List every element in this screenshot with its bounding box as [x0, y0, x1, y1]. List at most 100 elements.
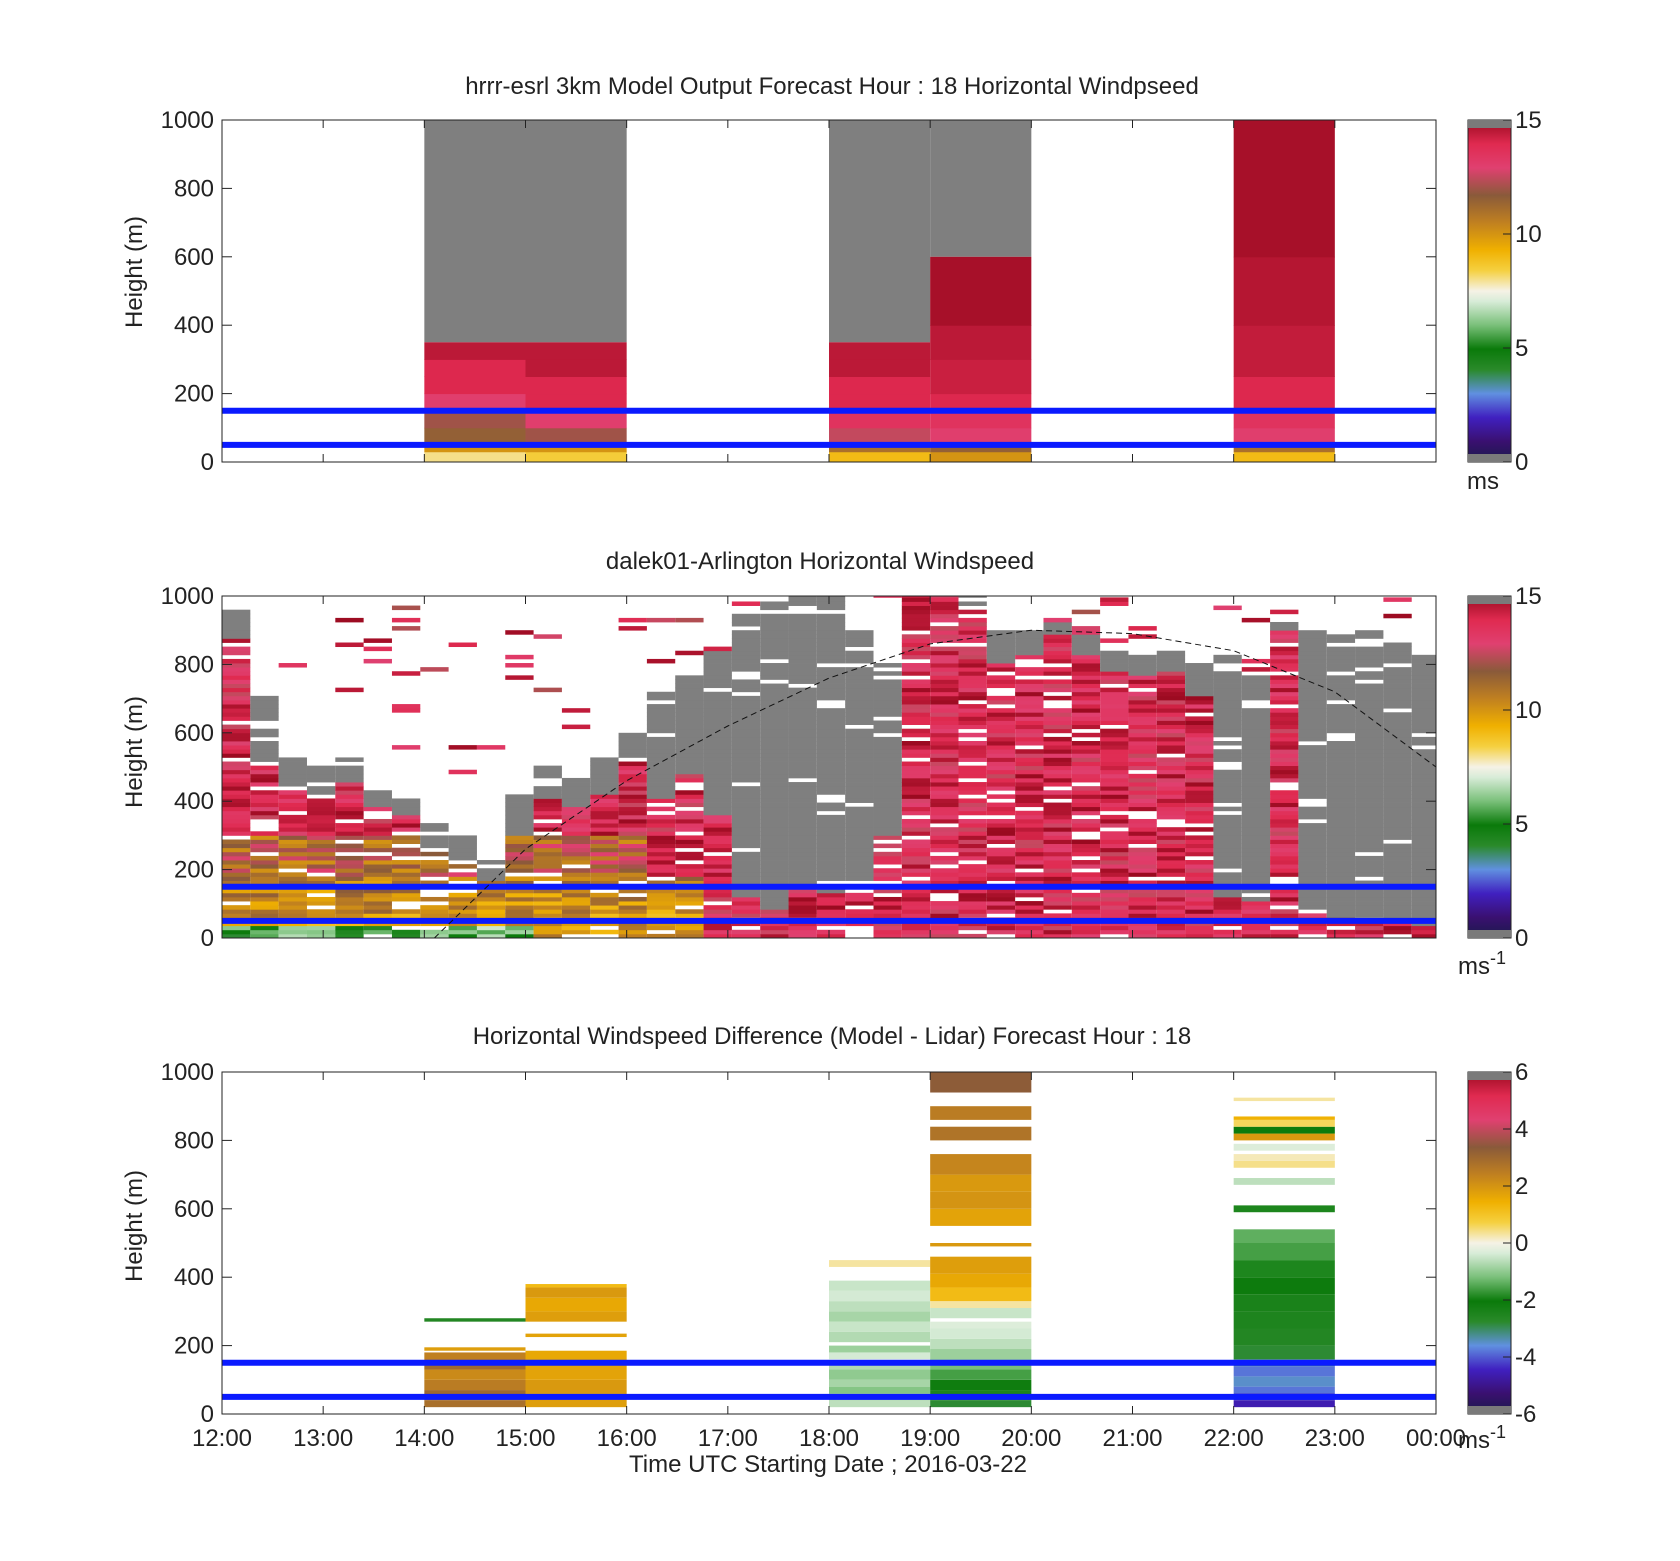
- wind-speed-cell: [901, 802, 931, 808]
- missing-data-cell: [675, 687, 704, 693]
- wind-speed-cell: [1071, 892, 1101, 898]
- missing-data-cell: [788, 864, 817, 869]
- wind-speed-cell: [958, 868, 987, 873]
- missing-data-cell: [250, 753, 279, 758]
- wind-speed-cell: [1043, 757, 1072, 762]
- model-colorbar-unit: ms: [1467, 468, 1499, 495]
- missing-data-cell: [1298, 630, 1327, 635]
- wind-speed-cell: [1015, 810, 1044, 816]
- wind-speed-cell: [1015, 843, 1044, 849]
- wind-speed-cell: [1270, 851, 1299, 857]
- wind-speed-cell: [533, 864, 562, 869]
- wind-speed-cell: [1128, 695, 1157, 701]
- wind-speed-cell: [930, 720, 959, 725]
- wind-speed-cell: [1071, 654, 1101, 660]
- wind-speed-cell: [1043, 736, 1072, 742]
- wind-speed-cell: [1043, 901, 1072, 906]
- missing-data-cell: [1241, 782, 1271, 787]
- wind-speed-cell: [1100, 864, 1129, 869]
- missing-data-cell: [703, 790, 732, 795]
- missing-data-cell: [1383, 699, 1412, 705]
- missing-data-cell: [816, 786, 846, 791]
- wind-speed-cell: [561, 892, 591, 898]
- model-panel: hrrr-esrl 3km Model Output Forecast Hour…: [121, 73, 1542, 495]
- missing-data-cell: [448, 847, 477, 853]
- missing-data-cell: [1326, 872, 1356, 877]
- wind-speed-cell: [1015, 699, 1044, 705]
- wind-speed-cell: [1015, 732, 1044, 738]
- missing-data-cell: [1355, 654, 1384, 660]
- wind-speed-cell: [363, 658, 392, 664]
- wind-speed-cell: [829, 376, 931, 395]
- missing-data-cell: [731, 683, 761, 689]
- wind-speed-cell: [1015, 818, 1044, 824]
- difference-cell: [829, 1290, 931, 1302]
- wind-speed-cell: [1015, 786, 1044, 791]
- missing-data-cell: [1213, 880, 1242, 886]
- wind-speed-cell: [1015, 769, 1044, 775]
- missing-data-cell: [1411, 864, 1436, 869]
- missing-data-cell: [816, 638, 846, 643]
- missing-data-cell: [1411, 831, 1436, 836]
- difference-cell: [930, 1154, 1032, 1175]
- wind-speed-cell: [1043, 720, 1072, 725]
- wind-speed-cell: [391, 864, 421, 869]
- wind-speed-cell: [958, 765, 987, 771]
- missing-data-cell: [816, 761, 846, 767]
- wind-speed-cell: [829, 359, 931, 377]
- missing-data-cell: [845, 769, 874, 775]
- missing-data-cell: [845, 712, 874, 717]
- missing-data-cell: [1298, 810, 1327, 816]
- colorbar-scale: [1467, 119, 1512, 463]
- wind-speed-cell: [561, 818, 591, 824]
- missing-data-cell: [816, 626, 846, 631]
- wind-speed-cell: [250, 876, 279, 881]
- missing-data-cell: [1241, 827, 1271, 832]
- wind-speed-cell: [1071, 691, 1101, 697]
- wind-speed-cell: [590, 913, 619, 918]
- wind-speed-cell: [250, 777, 279, 783]
- wind-speed-cell: [958, 753, 987, 758]
- missing-data-cell: [703, 794, 732, 799]
- wind-speed-cell: [1071, 769, 1101, 775]
- difference-cell: [525, 1362, 627, 1380]
- wind-speed-cell: [930, 256, 1032, 326]
- wind-speed-cell: [1071, 757, 1101, 762]
- wind-speed-cell: [278, 876, 307, 881]
- missing-data-cell: [1298, 695, 1327, 701]
- wind-speed-cell: [222, 818, 251, 824]
- wind-speed-cell: [391, 851, 421, 857]
- wind-speed-cell: [958, 872, 987, 877]
- wind-speed-cell: [1043, 716, 1072, 721]
- wind-speed-cell: [590, 835, 619, 840]
- wind-speed-cell: [533, 868, 562, 873]
- wind-speed-cell: [1015, 876, 1044, 881]
- wind-speed-cell: [1128, 872, 1157, 877]
- missing-data-cell: [675, 753, 704, 758]
- wind-speed-cell: [1015, 728, 1044, 734]
- wind-speed-cell: [1071, 786, 1101, 791]
- wind-speed-cell: [1383, 929, 1412, 935]
- missing-data-cell: [873, 814, 902, 820]
- missing-data-cell: [675, 728, 704, 734]
- missing-data-cell: [1185, 671, 1214, 676]
- missing-data-cell: [845, 667, 874, 672]
- x-tick-label: 00:00: [1406, 1425, 1466, 1452]
- missing-data-cell: [1411, 773, 1436, 779]
- wind-speed-cell: [476, 880, 506, 886]
- missing-data-cell: [788, 626, 817, 631]
- missing-data-cell: [1326, 782, 1356, 787]
- missing-data-cell: [278, 773, 307, 779]
- wind-speed-cell: [363, 929, 392, 935]
- wind-speed-cell: [561, 823, 591, 828]
- missing-data-cell: [816, 769, 846, 775]
- wind-speed-cell: [1156, 765, 1186, 771]
- wind-speed-cell: [1241, 933, 1271, 939]
- wind-speed-cell: [646, 814, 676, 820]
- wind-speed-cell: [930, 810, 959, 816]
- wind-speed-cell: [930, 757, 959, 762]
- missing-data-cell: [1383, 683, 1412, 689]
- wind-speed-cell: [1015, 683, 1044, 689]
- missing-data-cell: [1241, 814, 1271, 820]
